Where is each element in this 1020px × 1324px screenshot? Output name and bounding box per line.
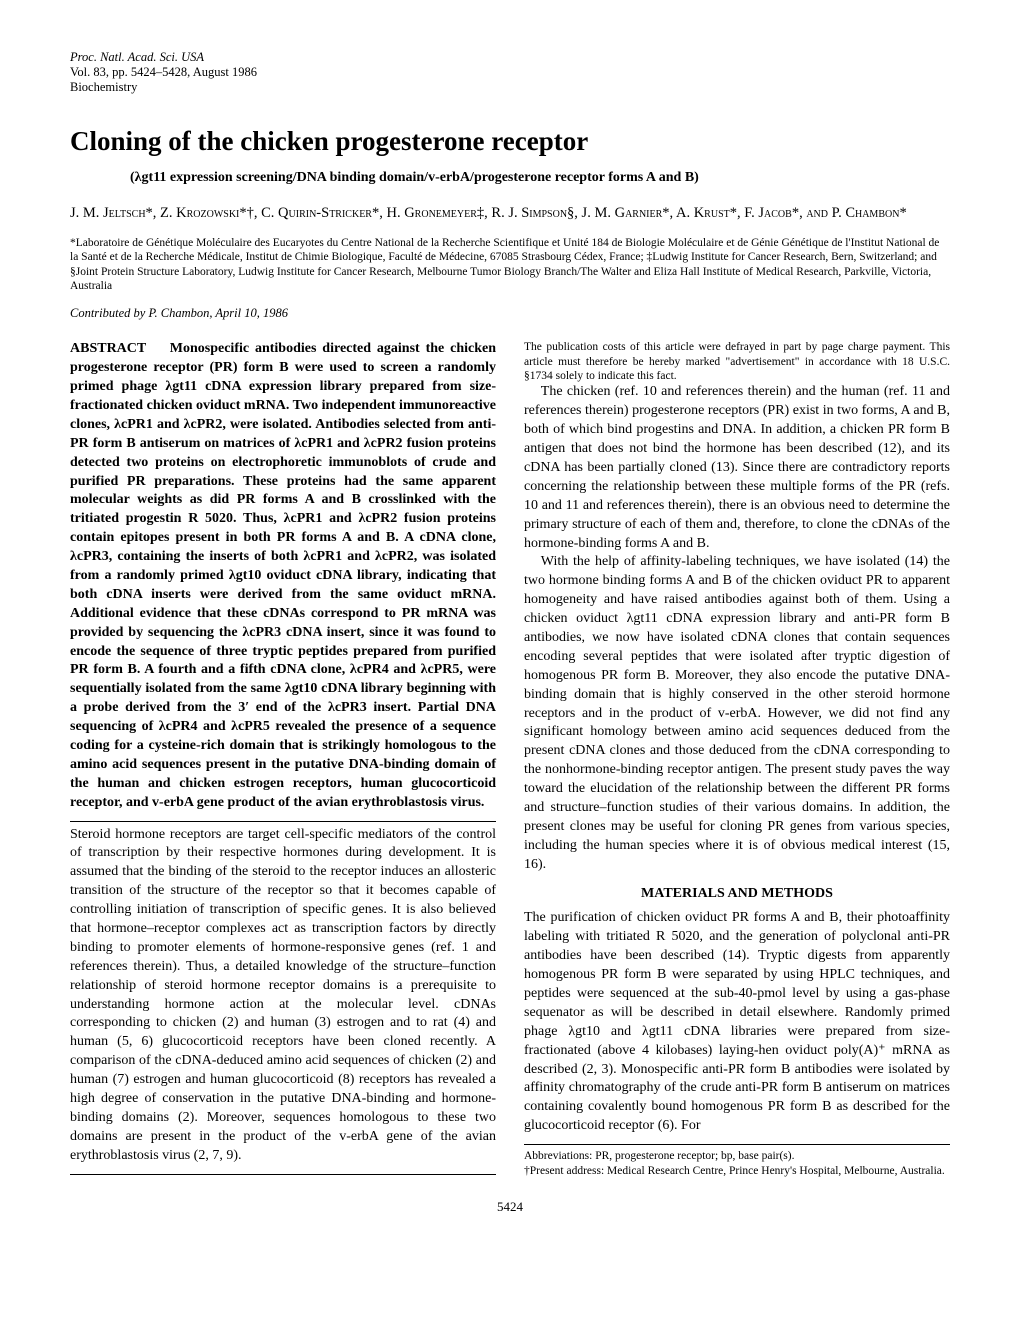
body-columns: ABSTRACT Monospecific antibodies directe… xyxy=(70,340,950,1178)
abstract-label: ABSTRACT xyxy=(70,341,146,356)
footnote-left-text: The publication costs of this article we… xyxy=(524,340,950,383)
article-title: Cloning of the chicken progesterone rece… xyxy=(70,123,950,159)
journal-line3: Biochemistry xyxy=(70,80,137,94)
contributed-line: Contributed by P. Chambon, April 10, 198… xyxy=(70,305,950,322)
divider xyxy=(70,821,496,822)
affiliations: *Laboratoire de Génétique Moléculaire de… xyxy=(70,236,950,294)
journal-line1: Proc. Natl. Acad. Sci. USA xyxy=(70,50,204,64)
abstract-paragraph: ABSTRACT Monospecific antibodies directe… xyxy=(70,340,496,812)
article-subtitle: (λgt11 expression screening/DNA binding … xyxy=(130,169,950,188)
footnote-right: Abbreviations: PR, progesterone receptor… xyxy=(524,1149,950,1178)
authors: J. M. Jeltsch*, Z. Krozowski*†, C. Quiri… xyxy=(70,204,950,224)
methods-heading: MATERIALS AND METHODS xyxy=(524,885,950,904)
body-paragraph-3: With the help of affinity-labeling techn… xyxy=(524,553,950,874)
footnote-right-2: †Present address: Medical Research Centr… xyxy=(524,1164,950,1178)
journal-header: Proc. Natl. Acad. Sci. USA Vol. 83, pp. … xyxy=(70,50,950,95)
page-number: 5424 xyxy=(70,1198,950,1216)
footnote-divider-right xyxy=(524,1144,950,1145)
journal-line2: Vol. 83, pp. 5424–5428, August 1986 xyxy=(70,65,257,79)
footnote-right-1: Abbreviations: PR, progesterone receptor… xyxy=(524,1149,950,1163)
footnote-divider-left xyxy=(70,1174,496,1175)
footnote-left: The publication costs of this article we… xyxy=(524,340,950,383)
methods-paragraph-1: The purification of chicken oviduct PR f… xyxy=(524,909,950,1136)
body-paragraph-2: The chicken (ref. 10 and references ther… xyxy=(524,383,950,553)
body-paragraph-1: Steroid hormone receptors are target cel… xyxy=(70,826,496,1166)
abstract-text: Monospecific antibodies directed against… xyxy=(70,341,496,809)
